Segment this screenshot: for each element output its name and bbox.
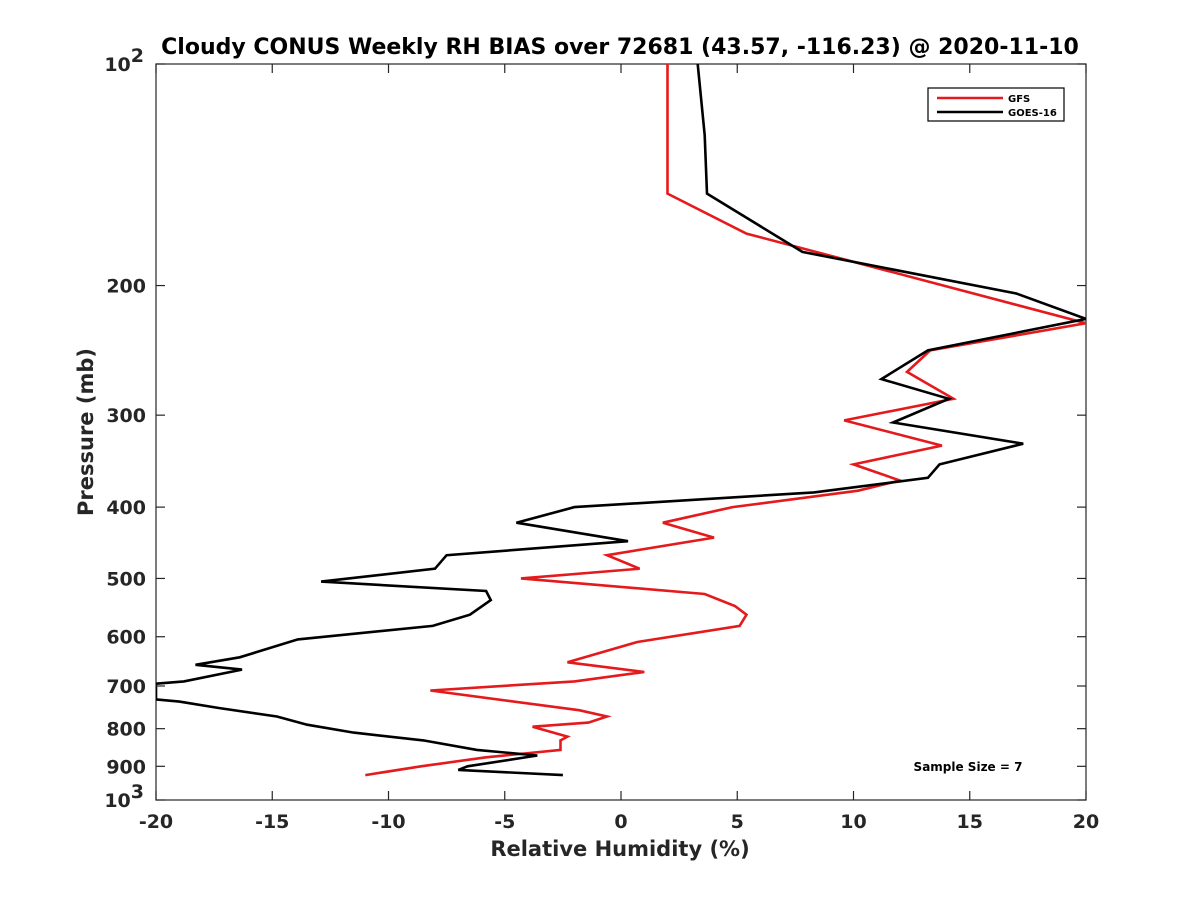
x-tick-label: 15 (957, 811, 983, 833)
plot-area: -20 -15 -10 -5 0 5 10 15 20 102 200 300 400 500 600 70… (104, 45, 1099, 833)
y-tick-label: 600 (106, 627, 146, 649)
x-tick-label: 5 (731, 811, 744, 833)
x-tick-label: -10 (371, 811, 405, 833)
series-line-gfs (365, 64, 1086, 777)
x-tick-label: 20 (1073, 811, 1099, 833)
x-tick-label: 10 (840, 811, 866, 833)
x-tick-label: -5 (494, 811, 515, 833)
y-tick-label: 200 (106, 276, 146, 298)
y-tick-label: 102 (104, 45, 144, 76)
series-line-goes-16 (156, 64, 1086, 777)
x-tick-label: 0 (614, 811, 627, 833)
y-tick-label: 500 (106, 568, 146, 590)
y-tick-label: 900 (106, 756, 146, 778)
legend-label-gfs: GFS (1008, 94, 1030, 105)
legend: GFS GOES-16 (927, 87, 1065, 122)
x-axis-label: Relative Humidity (%) (490, 837, 749, 861)
legend-label-goes-16: GOES-16 (1008, 108, 1057, 119)
x-tick-label: -15 (255, 811, 289, 833)
y-tick-label: 800 (106, 719, 146, 741)
y-tick-label: 400 (106, 497, 146, 519)
y-tick-label: 300 (106, 405, 146, 427)
y-axis-label: Pressure (mb) (74, 348, 98, 516)
legend-box (927, 87, 1065, 122)
y-tick-label: 103 (104, 781, 144, 812)
chart-title: Cloudy CONUS Weekly RH BIAS over 72681 (… (161, 35, 1079, 60)
x-tick-label: -20 (139, 811, 173, 833)
sample-size-annotation: Sample Size = 7 (914, 760, 1023, 774)
x-axis: -20 -15 -10 -5 0 5 10 15 20 (139, 64, 1099, 833)
y-tick-label: 700 (106, 676, 146, 698)
y-axis: 102 200 300 400 500 600 700 800 900 103 (104, 45, 1086, 812)
series-layer (156, 64, 1086, 777)
